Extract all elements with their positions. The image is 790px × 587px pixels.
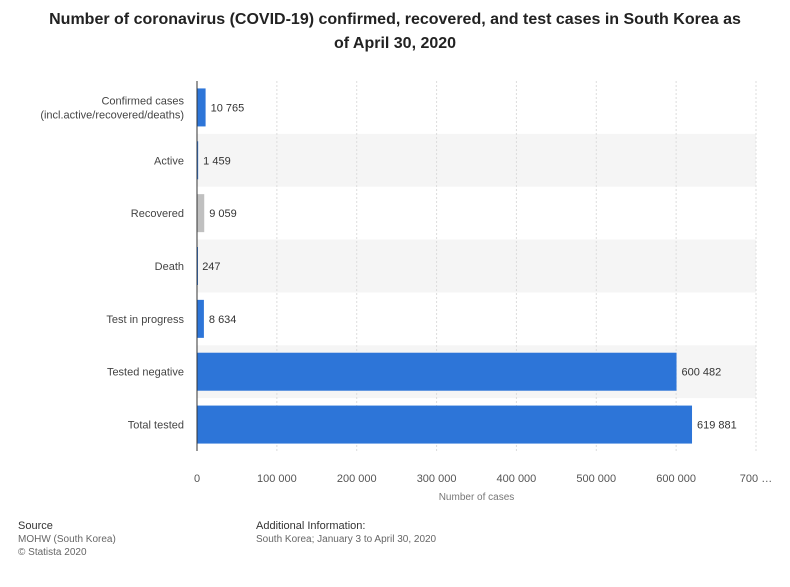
bar [197, 194, 205, 233]
x-tick-label: 400 000 [497, 473, 537, 485]
row-band [197, 133, 756, 187]
source-line: © Statista 2020 [18, 547, 87, 558]
value-label: 9 059 [209, 208, 237, 220]
category-label: Tested negative [107, 367, 184, 379]
source-block: Source MOHW (South Korea) © Statista 202… [18, 520, 116, 559]
bar [197, 405, 693, 444]
source-heading: Source [18, 520, 53, 532]
x-tick-label: 300 000 [417, 473, 457, 485]
x-tick-label: 100 000 [257, 473, 297, 485]
value-label: 247 [202, 261, 220, 273]
chart-title: Number of coronavirus (COVID-19) confirm… [49, 11, 741, 52]
category-label: Recovered [131, 208, 184, 220]
category-label: Active [154, 155, 184, 167]
x-axis-title: Number of cases [439, 492, 515, 503]
x-tick-label: 0 [194, 473, 200, 485]
value-label: 8 634 [209, 314, 237, 326]
source-line: MOHW (South Korea) [18, 534, 116, 545]
category-label: Test in progress [106, 314, 184, 326]
bar [197, 299, 204, 338]
category-label: Death [155, 261, 184, 273]
category-label: (incl.active/recovered/deaths) [40, 109, 184, 121]
row-band [197, 239, 756, 293]
info-heading: Additional Information: [256, 520, 366, 532]
category-label: Confirmed cases [101, 95, 184, 107]
bar [197, 88, 206, 127]
x-tick-label: 200 000 [337, 473, 377, 485]
bar [197, 141, 199, 180]
info-text: South Korea; January 3 to April 30, 2020 [256, 534, 437, 545]
value-label: 1 459 [203, 155, 231, 167]
additional-info-block: Additional Information: South Korea; Jan… [256, 520, 436, 546]
bar [197, 352, 677, 391]
x-tick-label: 700 … [740, 473, 772, 485]
x-tick-label: 500 000 [576, 473, 616, 485]
value-label: 619 881 [697, 420, 737, 432]
category-label: Total tested [128, 420, 184, 432]
value-label: 10 765 [211, 102, 245, 114]
x-tick-label: 600 000 [656, 473, 696, 485]
value-label: 600 482 [682, 367, 722, 379]
